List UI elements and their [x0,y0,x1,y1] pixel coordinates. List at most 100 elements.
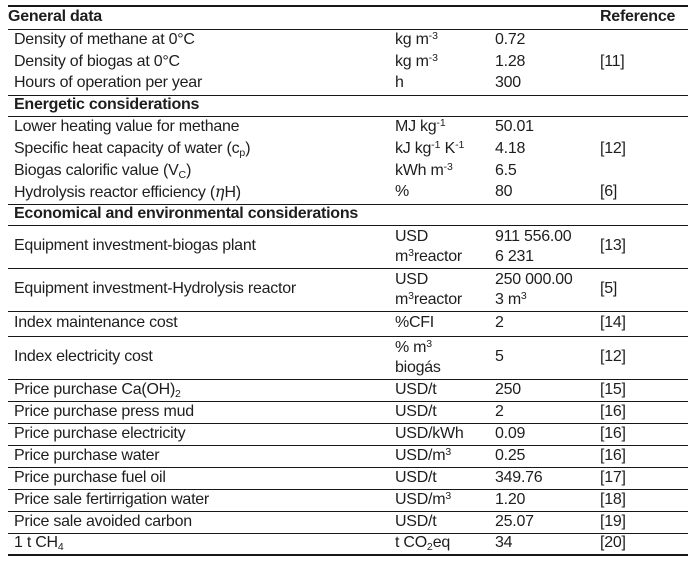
table-row: 1 t CH4 t CO2eq 34 [20] [8,533,688,555]
unit-cell: USD/t [395,468,437,486]
value-cell: 50.01 [495,117,534,135]
unit-cell: kWh m-3 [395,160,453,179]
section-row: Economical and environmental considerati… [8,204,688,225]
reference-cell: [12] [600,348,626,366]
parameter-name: Equipment investment-Hydrolysis reactor [14,280,296,298]
unit-line: USD [395,227,429,245]
parameters-table: General data Reference Density of methan… [8,5,688,556]
value-line: 911 556.00 [495,227,572,245]
table-row: Equipment investment-Hydrolysis reactor … [8,268,688,311]
unit-cell: USD/m3 [395,445,452,464]
table-row: Price purchase electricity USD/kWh 0.09 … [8,423,688,445]
column-header-reference: Reference [600,8,676,26]
unit-cell: kg m-3 [395,51,439,70]
unit-cell: USD/m3 [395,489,452,508]
value-line: 3 m3 [495,289,527,308]
parameter-name: Lower heating value for methane [14,117,240,135]
table-row: Price purchase water USD/m3 0.25 [16] [8,445,688,467]
unit-cell: USD/t [395,402,437,420]
unit-cell: MJ kg-1 [395,117,446,135]
parameter-name: Index electricity cost [14,348,153,366]
value-cell: 1.28 [495,52,526,70]
table-row: Density of biogas at 0°C kg m-3 1.28 [11… [8,51,688,73]
reference-cell: [11] [600,52,625,70]
parameter-name: Specific heat capacity of water (cp) [14,139,251,159]
unit-cell: % [395,183,409,201]
table-row: Hours of operation per year h 300 [8,73,688,95]
value-cell: 250 000.00 3 m3 [495,268,600,311]
table-row: Price purchase fuel oil USD/t 349.76 [17… [8,467,688,489]
value-cell: 80 [495,183,513,201]
parameter-name: Price sale avoided carbon [14,512,192,530]
value-cell: 6.5 [495,161,517,179]
table-row: Specific heat capacity of water (cp) kJ … [8,138,688,160]
section-row: Energetic considerations [8,95,688,116]
value-cell: 1.20 [495,490,526,508]
parameter-name: Biogas calorific value (VC) [14,161,192,181]
reference-cell [600,160,688,182]
parameter-name: Equipment investment-biogas plant [14,237,256,255]
table-row: Lower heating value for methane MJ kg-1 … [8,116,688,138]
value-cell: 0.09 [495,424,526,442]
unit-cell: % m3 biogás [395,336,495,379]
table-row: Hydrolysis reactor efficiency (ηH) % 80 … [8,182,688,204]
reference-cell: [6] [600,183,618,201]
table-row: Equipment investment-biogas plant USD m3… [8,225,688,268]
unit-cell: h [395,74,404,92]
reference-cell: [18] [600,490,626,508]
value-cell: 34 [495,534,513,552]
reference-cell: [20] [600,534,626,552]
table-row: Price sale avoided carbon USD/t 25.07 [1… [8,511,688,533]
table-row: Density of methane at 0°C kg m-3 0.72 [8,29,688,51]
unit-line: m3reactor [395,289,462,308]
unit-cell: kJ kg-1 K-1 [395,138,465,157]
reference-cell: [16] [600,424,626,442]
reference-cell: [12] [600,139,626,157]
value-cell: 300 [495,74,521,92]
table-row: Index electricity cost % m3 biogás 5 [12… [8,336,688,379]
unit-cell: USD/t [395,380,437,398]
reference-cell: [14] [600,314,626,332]
section-header-economical: Economical and environmental considerati… [14,205,358,223]
table-header-row: General data Reference [8,6,688,29]
reference-cell: [16] [600,402,626,420]
parameter-name: Price purchase water [14,446,160,464]
parameter-name: Density of biogas at 0°C [14,52,180,70]
unit-cell: USD m3reactor [395,268,495,311]
parameter-name: 1 t CH4 [14,534,64,554]
table-row: Price purchase press mud USD/t 2 [16] [8,401,688,423]
parameter-name: Price purchase electricity [14,424,186,442]
reference-cell [600,29,688,51]
value-line: 6 231 [495,247,534,265]
unit-cell: USD/t [395,512,437,530]
unit-cell: %CFI [395,314,434,332]
parameter-name: Price purchase Ca(OH)2 [14,380,181,400]
reference-cell [600,73,688,95]
parameter-name: Index maintenance cost [14,314,178,332]
table-row: Index maintenance cost %CFI 2 [14] [8,311,688,336]
parameter-name: Price purchase fuel oil [14,468,166,486]
unit-cell: USD/kWh [395,424,464,442]
value-cell: 25.07 [495,512,534,530]
unit-cell: t CO2eq [395,534,451,554]
table-row: Price purchase Ca(OH)2 USD/t 250 [15] [8,379,688,401]
value-cell: 250 [495,380,521,398]
value-cell: 0.72 [495,30,526,48]
value-cell: 0.25 [495,446,526,464]
value-cell: 2 [495,314,504,332]
parameter-name: Price purchase press mud [14,402,194,420]
section-header-energetic: Energetic considerations [14,96,200,114]
parameter-name: Hydrolysis reactor efficiency (ηH) [14,181,241,201]
value-line: 250 000.00 [495,270,573,288]
table-row: Biogas calorific value (VC) kWh m-3 6.5 [8,160,688,182]
value-cell: 5 [495,348,504,366]
section-header-general-data: General data [8,8,102,26]
parameter-name: Hours of operation per year [14,74,203,92]
unit-line: % m3 [395,337,433,356]
value-cell: 4.18 [495,139,526,157]
value-cell: 349.76 [495,468,543,486]
parameter-name: Price sale fertirrigation water [14,490,209,508]
value-cell: 911 556.00 6 231 [495,225,600,268]
reference-cell [600,116,688,138]
reference-cell: [16] [600,446,626,464]
